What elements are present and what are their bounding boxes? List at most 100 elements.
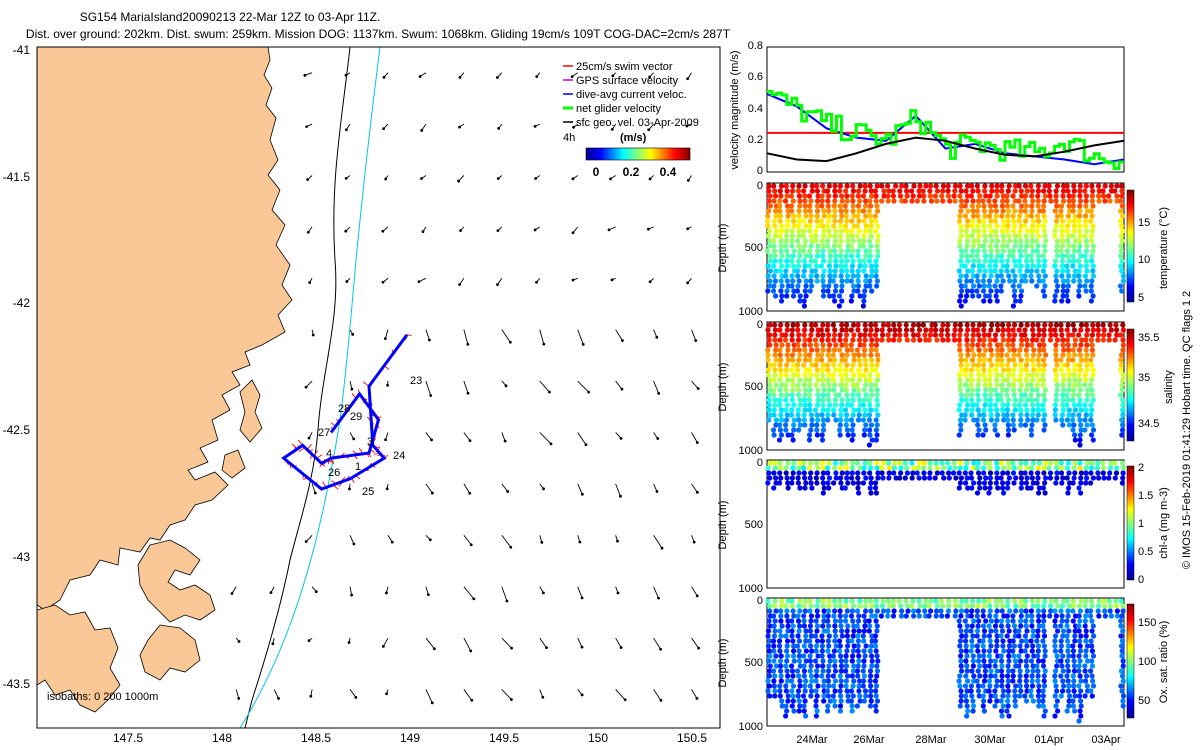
section-sample [874, 663, 880, 669]
section-sample [789, 243, 795, 249]
section-sample [778, 288, 784, 294]
section-sample [1090, 263, 1096, 269]
section-sample [1030, 460, 1036, 466]
section-sample [1113, 322, 1119, 328]
section-sample [819, 643, 826, 649]
section-sample [873, 683, 880, 689]
section-sample [802, 337, 808, 343]
section-sample [988, 417, 995, 423]
section-sample [801, 298, 807, 304]
section-sample [920, 188, 926, 194]
section-sample [1054, 288, 1060, 294]
section-sample [851, 322, 857, 328]
section-sample [947, 465, 953, 471]
section-sample [975, 460, 981, 466]
section-sample [982, 183, 988, 189]
section-sample [1120, 337, 1126, 343]
section-sample [860, 480, 867, 486]
section-sample [1030, 603, 1037, 609]
section-sample [1016, 218, 1022, 224]
section-sample [1041, 362, 1048, 368]
sfc-velocity-arrow [691, 432, 699, 444]
section-sample [789, 238, 795, 244]
section-sample [1076, 683, 1082, 689]
section-sample [976, 372, 982, 378]
section-sample [1006, 238, 1013, 244]
section-sample [777, 218, 783, 224]
sfc-velocity-arrow [653, 586, 660, 600]
section-sample [874, 673, 880, 679]
section-sample [827, 698, 833, 704]
section-sample [814, 183, 820, 189]
section-sample [851, 283, 857, 289]
section-sample [969, 288, 975, 294]
section-sample [802, 347, 808, 353]
section-sample [987, 465, 993, 471]
section-sample [1041, 203, 1047, 209]
section-sample [957, 183, 963, 189]
section-sample [945, 332, 951, 338]
section-sample [850, 683, 856, 689]
section-sample [767, 382, 773, 388]
section-sample [1023, 698, 1030, 704]
section-sample [963, 643, 969, 649]
section-sample [867, 402, 873, 408]
section-sample [832, 678, 839, 684]
sfc-velocity-arrow [307, 432, 313, 440]
section-sample [974, 273, 980, 279]
section-sample [1012, 397, 1019, 403]
sfc-velocity-arrow [305, 123, 313, 129]
section-sample [958, 658, 964, 664]
section-sample [825, 288, 831, 294]
sfc-velocity-arrow [572, 123, 578, 129]
section-sample [771, 603, 778, 609]
section-sample [772, 693, 778, 699]
section-sample [844, 362, 850, 368]
section-sample [857, 263, 863, 269]
section-sample [803, 678, 809, 684]
section-sample [946, 475, 952, 481]
section-sample [839, 342, 845, 348]
section-sample [767, 268, 774, 274]
section-sample [965, 387, 971, 393]
section-sample [1082, 382, 1088, 388]
section-sample [800, 693, 807, 699]
section-sample [838, 623, 844, 629]
section-sample [1017, 387, 1023, 393]
section-sample [1005, 427, 1012, 433]
section-sample [1100, 188, 1106, 194]
section-sample [1064, 402, 1070, 408]
section-sample [843, 223, 849, 229]
section-sample [1000, 470, 1006, 476]
section-sample [988, 268, 994, 274]
section-sample [976, 470, 982, 476]
section-sample [800, 465, 807, 471]
section-sample [904, 193, 910, 199]
section-sample [772, 402, 778, 408]
section-sample [785, 218, 791, 224]
section-sample [849, 193, 855, 199]
section-sample [791, 643, 797, 649]
section-sample [981, 372, 987, 378]
section-sample [963, 382, 969, 388]
section-sample [986, 688, 992, 694]
section-sample [1060, 653, 1066, 659]
section-sample [1018, 322, 1024, 328]
section-sample [860, 208, 867, 214]
section-sample [1064, 633, 1070, 639]
section-sample [1024, 188, 1030, 194]
section-sample [1030, 628, 1036, 634]
section-sample [868, 643, 875, 649]
section-sample [801, 303, 808, 309]
section-sample [1029, 188, 1035, 194]
section-sample [843, 213, 850, 219]
section-sample [994, 188, 1000, 194]
section-sample [952, 598, 958, 604]
section-sample [839, 322, 845, 328]
section-sample [1076, 663, 1082, 669]
section-sample [771, 273, 777, 279]
section-sample [1055, 283, 1061, 289]
section-sample [814, 372, 820, 378]
section-sample [850, 188, 857, 194]
section-sample [1000, 407, 1006, 413]
